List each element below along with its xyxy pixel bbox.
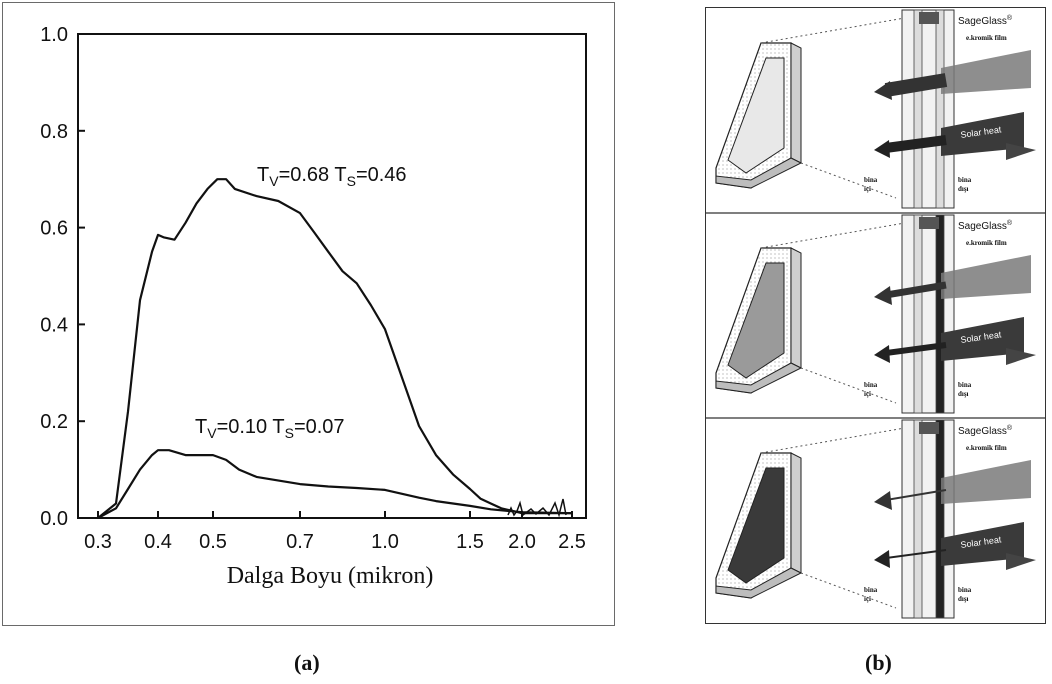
arrowhead bbox=[874, 140, 890, 158]
solar-heat-band bbox=[941, 522, 1024, 566]
x-tick-label: 2.5 bbox=[558, 531, 586, 553]
incoming-light-band bbox=[941, 460, 1031, 504]
transmitted-light-arrow bbox=[885, 281, 947, 299]
inside-label: bina bbox=[864, 381, 878, 389]
transmittance-chart: 0.0 0.2 0.4 0.6 0.8 1.0 0.3 0.4 0.5 0.7 1.0 1.5 2.0… bbox=[40, 24, 587, 589]
reflected-heat-arrow bbox=[1006, 143, 1036, 160]
arrowhead bbox=[874, 286, 892, 305]
film-label: e.kromik film bbox=[966, 34, 1007, 42]
light-arrows bbox=[874, 50, 1036, 160]
film-label: e.kromik film bbox=[966, 444, 1007, 452]
incoming-light-band bbox=[941, 50, 1031, 94]
film-label: e.kromik film bbox=[966, 239, 1007, 247]
inside-label: içi bbox=[864, 595, 871, 603]
y-tick-label: 1.0 bbox=[40, 24, 68, 46]
arrowhead bbox=[874, 345, 890, 363]
window-frame-sketch bbox=[715, 247, 803, 394]
transmitted-light-arrow bbox=[884, 73, 948, 97]
x-tick-label: 0.4 bbox=[144, 531, 172, 553]
glass-cross-section bbox=[901, 214, 955, 414]
outside-label: dışı bbox=[958, 595, 969, 603]
brand-label: SageGlass® bbox=[958, 219, 1013, 232]
brand-label: SageGlass® bbox=[958, 424, 1013, 437]
noise-trace bbox=[507, 498, 567, 518]
glass-cross-section bbox=[901, 419, 955, 619]
solar-heat-band bbox=[941, 112, 1024, 156]
window-frame-sketch bbox=[715, 452, 803, 599]
figure-b-frame: SageGlass® e.kromik film Solar heat bina içi… bbox=[705, 7, 1046, 624]
outside-label: bina bbox=[958, 381, 972, 389]
arrowhead bbox=[874, 550, 890, 568]
y-tick-label: 0.0 bbox=[40, 508, 68, 530]
outside-label: bina bbox=[958, 176, 972, 184]
series-line-2 bbox=[97, 449, 573, 519]
x-tick-label: 0.3 bbox=[84, 531, 112, 553]
window-frame-sketch bbox=[715, 42, 803, 189]
transmitted-heat-arrow bbox=[885, 342, 947, 356]
caption-b: (b) bbox=[865, 650, 892, 675]
y-tick-label: 0.2 bbox=[40, 411, 68, 433]
inside-label: içi bbox=[864, 185, 871, 193]
outside-label: dışı bbox=[958, 390, 969, 398]
y-tick-label: 0.6 bbox=[40, 218, 68, 240]
series-annotation-2: TV=0.10 TS=0.07 bbox=[195, 416, 345, 441]
caption-a: (a) bbox=[294, 650, 320, 675]
plot-area bbox=[77, 33, 587, 519]
reflected-heat-arrow bbox=[1006, 348, 1036, 365]
figure-a-frame: 0.0 0.2 0.4 0.6 0.8 1.0 0.3 0.4 0.5 0.7 1.0 1.5 2.0… bbox=[2, 2, 615, 626]
x-tick-label: 0.7 bbox=[286, 531, 314, 553]
outside-label: dışı bbox=[958, 185, 969, 193]
x-axis-label: Dalga Boyu (mikron) bbox=[227, 563, 434, 589]
brand-label: SageGlass® bbox=[958, 14, 1013, 27]
light-arrows bbox=[874, 460, 1036, 570]
reflected-heat-arrow bbox=[1006, 553, 1036, 570]
y-tick-label: 0.8 bbox=[40, 121, 68, 143]
glass-cross-section bbox=[901, 9, 955, 209]
light-arrows bbox=[874, 255, 1036, 365]
x-tick-label: 1.0 bbox=[371, 531, 399, 553]
transmitted-heat-arrow bbox=[885, 135, 947, 153]
incoming-light-band bbox=[941, 255, 1031, 299]
y-tick-label: 0.4 bbox=[40, 314, 68, 336]
x-tick-label: 1.5 bbox=[456, 531, 484, 553]
inside-label: bina bbox=[864, 176, 878, 184]
transmitted-light-arrow bbox=[885, 489, 947, 501]
solar-heat-band bbox=[941, 317, 1024, 361]
inside-label: bina bbox=[864, 586, 878, 594]
inside-label: içi bbox=[864, 390, 871, 398]
arrowhead bbox=[874, 81, 892, 100]
series-annotation-1: TV=0.68 TS=0.46 bbox=[257, 164, 407, 189]
x-tick-label: 2.0 bbox=[508, 531, 536, 553]
x-tick-label: 0.5 bbox=[199, 531, 227, 553]
series-line-1 bbox=[97, 178, 572, 519]
arrowhead bbox=[874, 491, 892, 510]
outside-label: bina bbox=[958, 586, 972, 594]
transmitted-heat-arrow bbox=[885, 549, 947, 559]
